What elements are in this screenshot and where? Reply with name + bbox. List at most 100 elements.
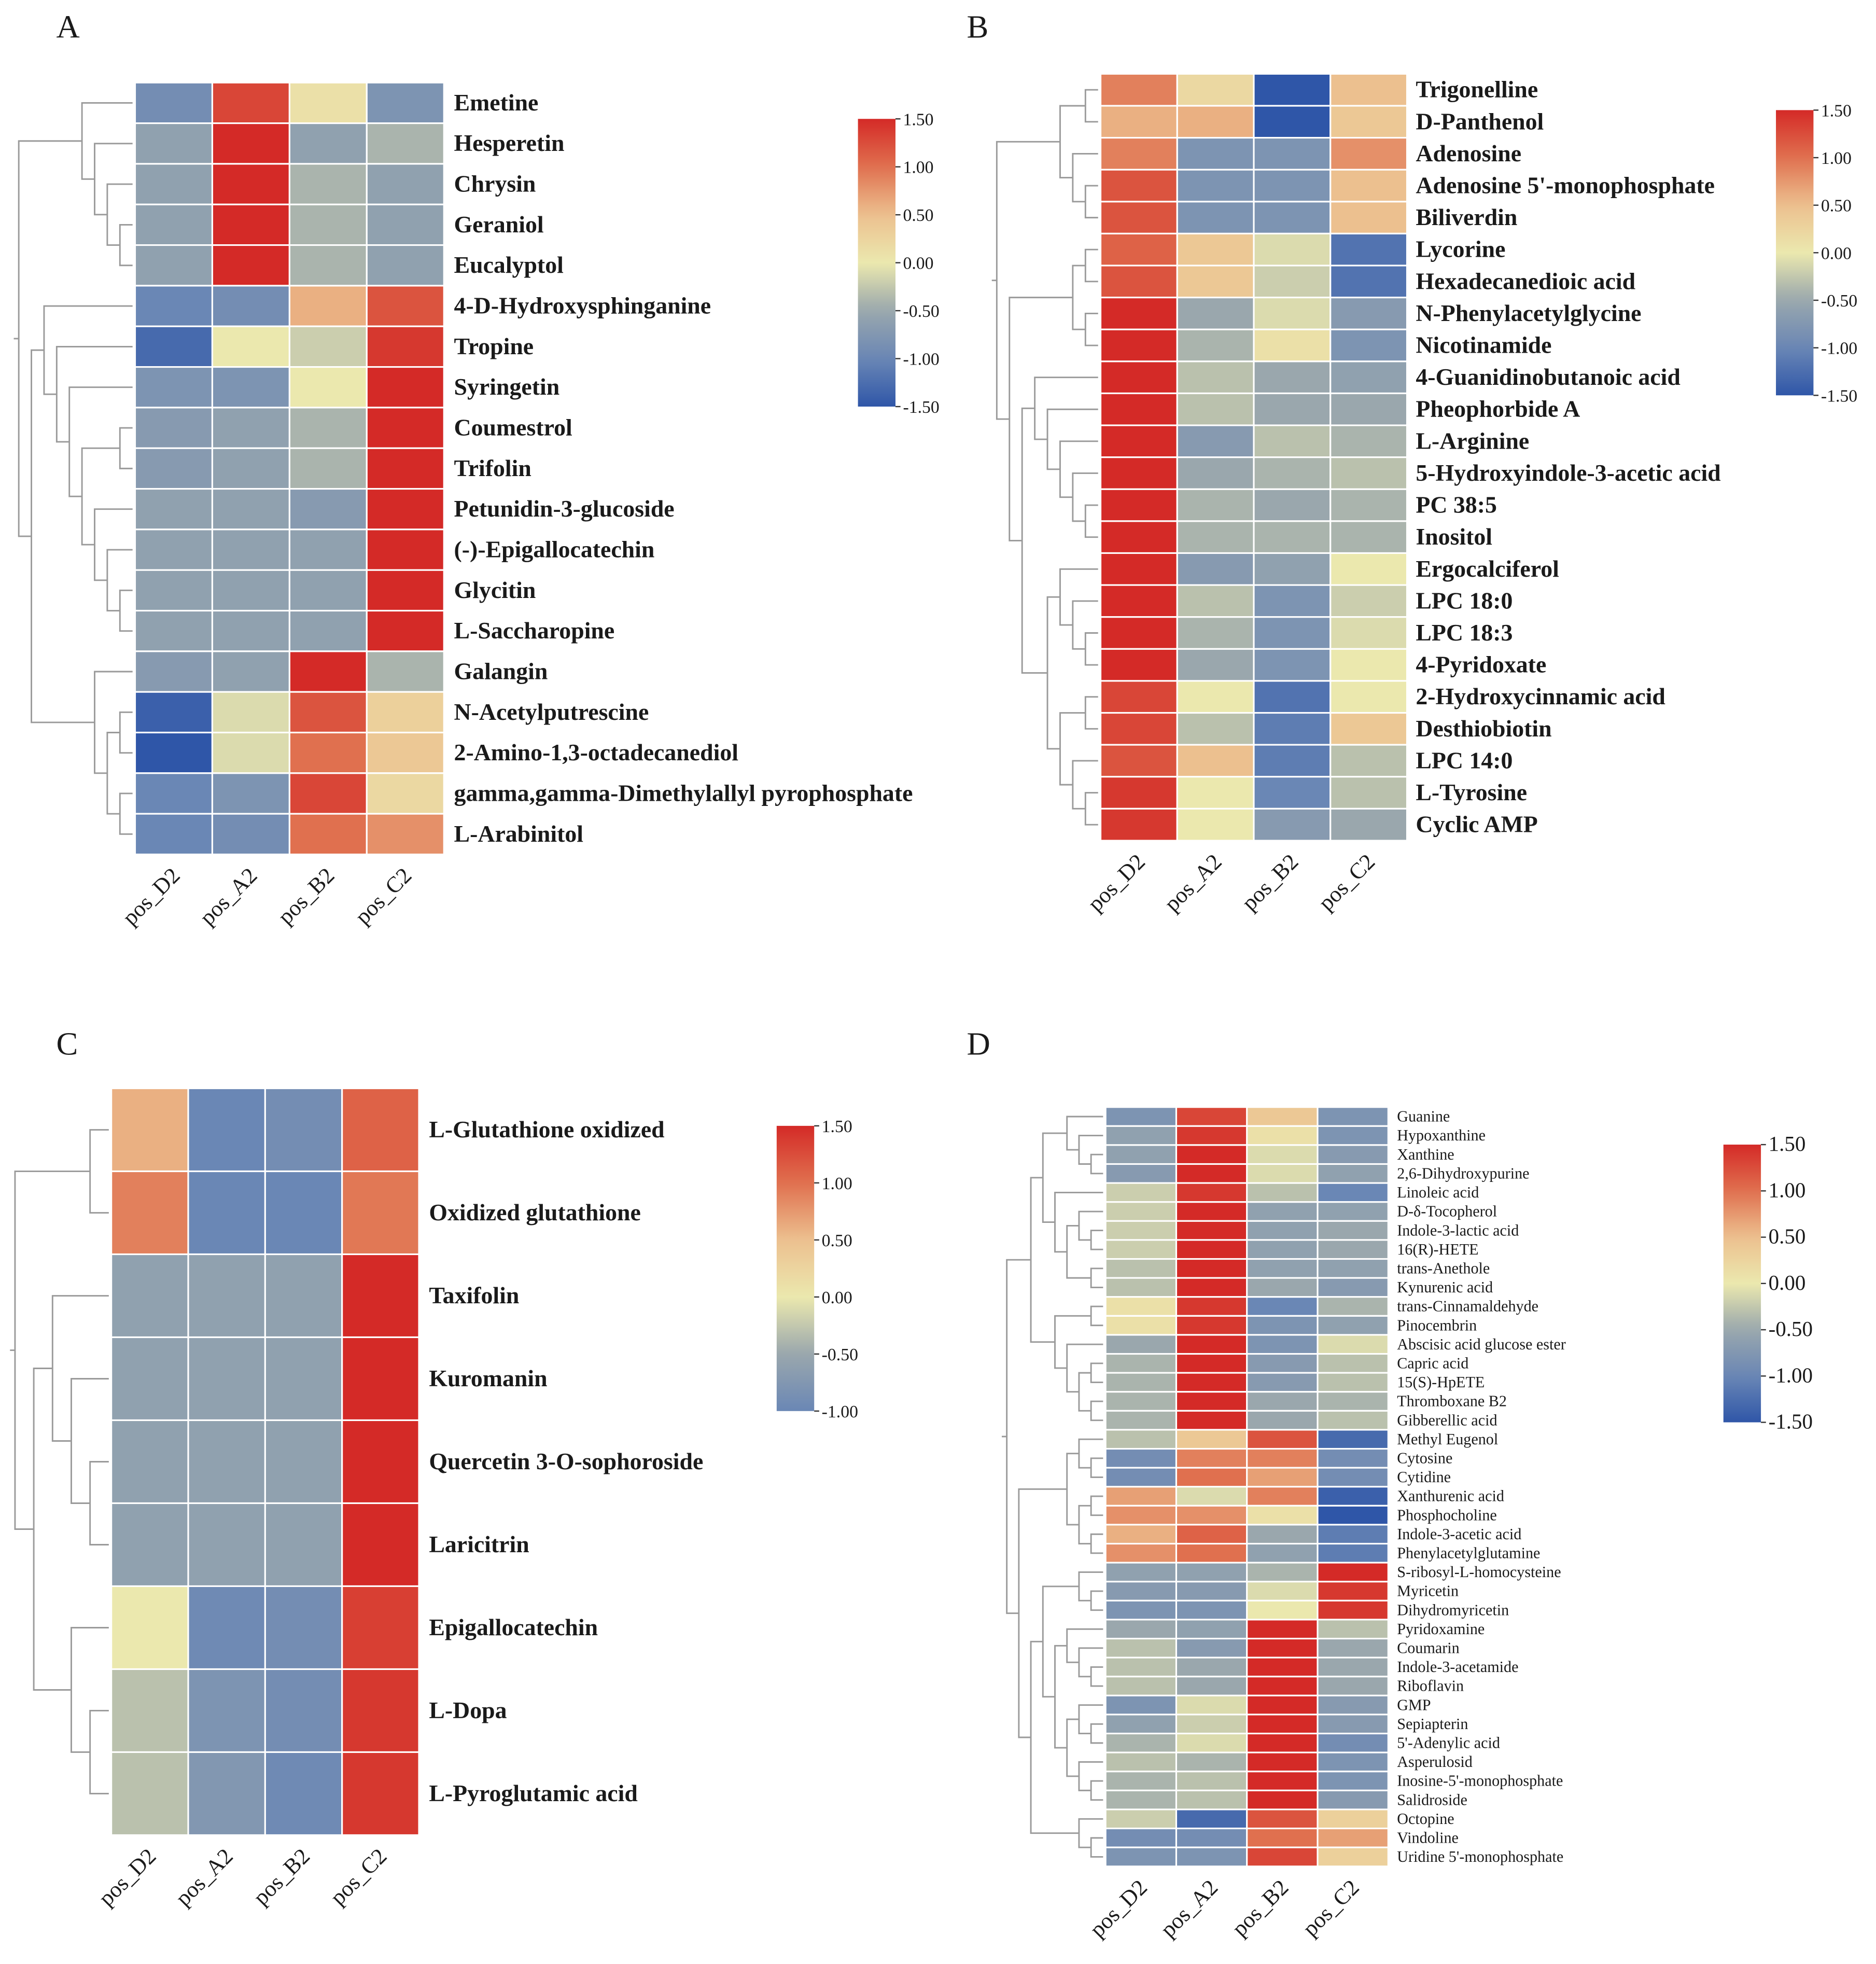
row-label: Methyl Eugenol [1397, 1430, 1498, 1448]
heatmap-cell [1104, 1751, 1178, 1773]
heatmap-cell [1175, 1334, 1248, 1355]
row-label: Galangin [454, 658, 548, 684]
heatmap-cell [134, 366, 214, 409]
heatmap-cell [264, 1751, 343, 1836]
row-label: 4-Pyridoxate [1416, 651, 1546, 678]
heatmap-cell [1104, 1599, 1178, 1621]
dendrogram-branch [1084, 696, 1098, 730]
heatmap-cell [288, 325, 368, 368]
heatmap-cell [1317, 1486, 1389, 1507]
heatmap-cell [1246, 1486, 1319, 1507]
heatmap-cell [366, 528, 445, 571]
heatmap-cell [366, 813, 445, 856]
row-label: LPC 18:0 [1416, 587, 1513, 614]
heatmap-cell [264, 1170, 343, 1256]
heatmap-cell [1253, 73, 1332, 107]
dendrogram-branch [81, 102, 133, 180]
heatmap-cell [264, 1253, 343, 1339]
heatmap-cell [1329, 328, 1408, 363]
heatmap-cell [211, 772, 290, 815]
heatmap-cell [211, 528, 290, 571]
row-label: D-Panthenol [1416, 108, 1544, 134]
row-label: Sepiapterin [1397, 1715, 1468, 1733]
panel-label-a: A [57, 8, 80, 45]
heatmap-cell [1104, 1656, 1178, 1678]
heatmap-cell [1175, 1258, 1248, 1279]
heatmap-cell [1329, 488, 1408, 522]
row-label: Quercetin 3-O-sophoroside [429, 1448, 703, 1474]
column-label: pos_B2 [273, 863, 340, 929]
row-label: Phosphocholine [1397, 1506, 1497, 1524]
dendrogram-branch [1084, 632, 1098, 666]
row-label: trans-Cinnamaldehyde [1397, 1298, 1538, 1315]
heatmap-cell [134, 528, 214, 571]
heatmap-cell [1253, 744, 1332, 778]
row-label: L-Dopa [429, 1697, 507, 1723]
dendrogram-branch [89, 1710, 109, 1794]
heatmap-cell [211, 609, 290, 652]
heatmap-cell [341, 1087, 420, 1173]
heatmap-cell [366, 731, 445, 774]
legend-tick-label: -1.00 [903, 350, 939, 369]
dendrogram-branch [1090, 1590, 1103, 1611]
row-label: Laricitrin [429, 1531, 529, 1557]
heatmap-cell [366, 772, 445, 815]
heatmap-cell [1246, 1239, 1319, 1260]
heatmap-cell [1329, 616, 1408, 650]
heatmap-cell [1246, 1106, 1319, 1127]
dendrogram-branch [1084, 792, 1098, 826]
row-label: 15(S)-HpETE [1397, 1373, 1485, 1391]
dendrogram-branch [1084, 312, 1098, 346]
heatmap-cell [1099, 456, 1178, 490]
row-label: Linoleic acid [1397, 1183, 1479, 1201]
dendrogram-branch [1090, 1837, 1103, 1858]
heatmap-cell [1099, 616, 1178, 650]
heatmap-cell [1317, 1372, 1389, 1393]
heatmap-cell [1175, 1581, 1248, 1601]
heatmap-cell [1246, 1372, 1319, 1393]
heatmap-cell [1175, 1296, 1248, 1317]
heatmap-cell [1246, 1220, 1319, 1241]
dendrogram-branch [1066, 1718, 1079, 1777]
heatmap-cell [1317, 1220, 1389, 1241]
heatmap-cell [1176, 392, 1255, 426]
heatmap-cell [211, 731, 290, 774]
row-label: Trigonelline [1416, 76, 1538, 103]
heatmap-cell [1317, 1771, 1389, 1791]
heatmap-cell [288, 691, 368, 734]
row-label: Adenosine 5'-monophosphate [1416, 172, 1715, 198]
heatmap-cell [288, 447, 368, 490]
heatmap-cell [1175, 1106, 1248, 1127]
heatmap-cell [1099, 360, 1178, 395]
heatmap-cell [1253, 616, 1332, 650]
color-legend-bar [776, 1125, 815, 1411]
heatmap-cell [341, 1751, 420, 1836]
row-label: Guanine [1397, 1108, 1450, 1125]
heatmap-cell [1246, 1467, 1319, 1488]
row-label: Glycitin [454, 577, 536, 603]
heatmap-cell [1104, 1733, 1178, 1753]
row-label: 2-Amino-1,3-octadecanediol [454, 739, 738, 765]
legend-tick-label: -0.50 [903, 302, 939, 321]
heatmap-cell [1246, 1334, 1319, 1355]
legend-tick-label: -0.50 [1769, 1317, 1813, 1341]
heatmap-cell [1104, 1447, 1178, 1469]
heatmap-cell [134, 691, 214, 734]
heatmap-cell [1329, 392, 1408, 426]
legend-tick-label: 0.00 [1821, 244, 1852, 263]
dendrogram-branch [1090, 1305, 1103, 1327]
heatmap-cell [1329, 807, 1408, 842]
heatmap-cell [1317, 1581, 1389, 1601]
legend-tick-label: -1.50 [903, 398, 939, 417]
legend-tick-label: 1.00 [1769, 1178, 1806, 1202]
heatmap-cell [1253, 712, 1332, 746]
heatmap-cell [1253, 297, 1332, 330]
row-label: Hypoxanthine [1397, 1126, 1486, 1144]
heatmap-cell [1246, 1315, 1319, 1336]
legend-tick-label: 0.50 [1769, 1224, 1806, 1248]
heatmap-cell [1104, 1714, 1178, 1735]
heatmap-cell [134, 203, 214, 246]
heatmap-cell [1175, 1429, 1248, 1450]
heatmap-cell [288, 650, 368, 693]
